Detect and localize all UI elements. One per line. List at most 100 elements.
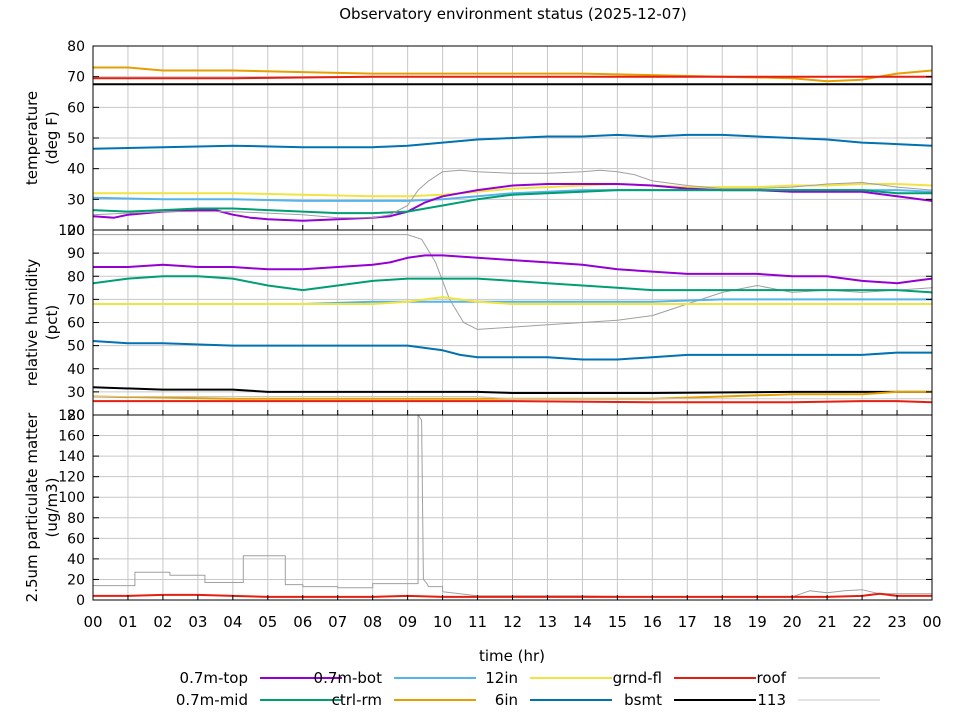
x-axis-label: time (hr)	[479, 647, 545, 665]
x-tick-label: 14	[573, 613, 592, 631]
legend-label: bsmt	[624, 691, 662, 709]
y-tick-label: 40	[67, 552, 85, 568]
series-line-humidity-113	[93, 396, 932, 400]
y-tick-label: 80	[67, 39, 85, 55]
y-axis-label-line: 2.5um particulate matter	[23, 412, 41, 602]
series-group-temperature	[93, 66, 932, 222]
y-tick-label: 40	[67, 162, 85, 178]
y-axis-label-line: (pct)	[43, 305, 61, 340]
x-tick-label: 22	[853, 613, 872, 631]
legend-entry-0.7m-mid: 0.7m-mid	[176, 691, 342, 709]
legend-label: 6in	[495, 691, 518, 709]
legend-entry-0.7m-top: 0.7m-top	[180, 669, 342, 687]
y-tick-label: 90	[67, 246, 85, 262]
y-axis-label-pm25: 2.5um particulate matter (ug/m3)	[23, 412, 61, 602]
series-line-temperature-roof	[93, 169, 932, 219]
x-tick-label: 12	[503, 613, 522, 631]
x-tick-label: 01	[118, 613, 137, 631]
legend-entry-roof: roof	[757, 669, 880, 687]
x-tick-label: 16	[643, 613, 662, 631]
x-tick-label: 00	[922, 613, 941, 631]
legend-entry-0.7m-bot: 0.7m-bot	[314, 669, 476, 687]
series-line-humidity-bsmt	[93, 386, 932, 394]
x-tick-label: 15	[608, 613, 627, 631]
y-tick-label: 60	[67, 316, 85, 332]
legend-entry-ctrl-rm: ctrl-rm	[332, 691, 476, 709]
x-tick-label: 07	[328, 613, 347, 631]
series-group-humidity	[93, 234, 932, 404]
x-tick-label: 21	[818, 613, 837, 631]
y-axis-label-line: temperature	[23, 91, 41, 185]
legend-label: 0.7m-top	[180, 669, 248, 687]
x-tick-label: 18	[713, 613, 732, 631]
x-tick-labels: 00 01 02 03 04 05 06 07 08 09 10 11 12 13 14 15 16 17 18 19…	[83, 613, 941, 631]
legend-entry-6in: 6in	[495, 691, 612, 709]
y-axis-label-line: (deg F)	[43, 111, 61, 164]
grid-humidity	[92, 229, 933, 416]
y-tick-label: 100	[58, 490, 85, 506]
y-tick-label: 120	[58, 470, 85, 486]
y-tick-label: 60	[67, 531, 85, 547]
y-tick-label: 20	[67, 408, 85, 424]
y-tick-label: 50	[67, 339, 85, 355]
x-tick-label: 09	[398, 613, 417, 631]
y-tick-label: 0	[76, 593, 85, 609]
y-tick-label: 70	[67, 70, 85, 86]
y-tick-label: 20	[67, 223, 85, 239]
series-line-humidity-roof	[93, 234, 932, 330]
legend: 0.7m-top 0.7m-mid 0.7m-bot ctrl-rm 12in 6in gr…	[176, 669, 880, 709]
x-tick-label: 17	[678, 613, 697, 631]
y-tick-label: 40	[67, 362, 85, 378]
y-tick-label: 20	[67, 572, 85, 588]
y-tick-label: 30	[67, 385, 85, 401]
legend-label: roof	[757, 669, 787, 687]
grid-pm25	[92, 414, 933, 601]
x-tick-label: 02	[153, 613, 172, 631]
series-line-humidity-12in	[93, 296, 932, 305]
x-tick-label: 23	[887, 613, 906, 631]
x-tick-label: 00	[83, 613, 102, 631]
x-tick-label: 13	[538, 613, 557, 631]
y-tick-label: 60	[67, 100, 85, 116]
x-tick-label: 05	[258, 613, 277, 631]
y-axis-label-humidity: relative humidity (pct)	[23, 259, 61, 387]
series-line-humidity-0.7m-mid	[93, 275, 932, 294]
x-tick-label: 04	[223, 613, 242, 631]
y-tick-label: 50	[67, 131, 85, 147]
series-line-temperature-6in	[93, 133, 932, 150]
x-tick-label: 19	[748, 613, 767, 631]
legend-label: 0.7m-mid	[176, 691, 248, 709]
y-tick-label: 70	[67, 292, 85, 308]
legend-entry-grnd-fl: grnd-fl	[613, 669, 756, 687]
x-tick-label: 20	[783, 613, 802, 631]
legend-label: 12in	[485, 669, 518, 687]
series-line-humidity-6in	[93, 340, 932, 361]
y-tick-label: 140	[58, 449, 85, 465]
series-line-temperature-0.7m-mid	[93, 189, 932, 215]
y-axis-label-temperature: temperature (deg F)	[23, 91, 61, 185]
x-tick-label: 11	[468, 613, 487, 631]
series-line-temperature-grnd-fl	[93, 75, 932, 80]
chart-title: Observatory environment status (2025-12-…	[339, 5, 687, 23]
legend-entry-bsmt: bsmt	[624, 691, 756, 709]
x-tick-label: 08	[363, 613, 382, 631]
series-line-temperature-ctrl-rm	[93, 66, 932, 83]
y-tick-label: 160	[58, 429, 85, 445]
panel-humidity: 20 30 40 50 60 70 80 90 100 relative humidity (pct…	[23, 223, 933, 424]
x-tick-label: 10	[433, 613, 452, 631]
x-tick-label: 03	[188, 613, 207, 631]
legend-entry-113: 113	[757, 691, 880, 709]
legend-label: grnd-fl	[613, 669, 662, 687]
y-tick-label: 180	[58, 408, 85, 424]
legend-label: ctrl-rm	[332, 691, 382, 709]
series-line-pm25-grnd-fl	[93, 592, 932, 598]
y-tick-label: 30	[67, 192, 85, 208]
x-tick-label: 06	[293, 613, 312, 631]
y-tick-label: 80	[67, 269, 85, 285]
legend-entry-12in: 12in	[485, 669, 612, 687]
panel-temperature: 20 30 40 50 60 70 80 temperature (deg F)	[23, 39, 933, 239]
legend-label: 113	[757, 691, 786, 709]
